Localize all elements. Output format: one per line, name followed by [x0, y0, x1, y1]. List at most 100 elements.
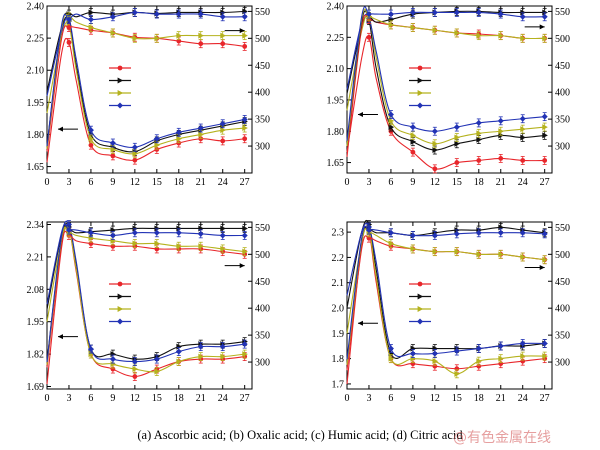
x-tick-label: 27 — [540, 393, 550, 404]
data-point — [366, 34, 372, 40]
data-point — [154, 240, 161, 247]
data-point — [365, 11, 372, 18]
data-point — [242, 248, 248, 255]
y-left-tick-label: 2.21 — [27, 252, 45, 263]
axis-arrow-right — [224, 28, 245, 34]
x-tick-label: 21 — [196, 393, 206, 404]
y-right-tick-label: 400 — [555, 88, 570, 99]
data-point — [110, 361, 117, 368]
data-point — [520, 158, 526, 163]
y-right-tick-label: 450 — [555, 277, 570, 288]
legend — [109, 281, 131, 325]
legend-entry — [109, 102, 131, 109]
legend — [409, 281, 431, 325]
data-point — [131, 358, 138, 365]
y-left-tick-label: 1.95 — [27, 317, 45, 328]
data-point — [132, 374, 138, 379]
data-point — [198, 243, 204, 250]
data-point — [454, 160, 460, 165]
y-left-tick-label: 2.08 — [27, 285, 45, 296]
data-point — [219, 120, 226, 127]
series-redox-1 — [46, 23, 248, 152]
legend-entry — [409, 293, 431, 300]
data-point — [109, 356, 116, 363]
data-point — [476, 251, 482, 258]
data-point — [410, 138, 417, 145]
data-point — [87, 127, 94, 134]
y-right-tick-label: 300 — [255, 358, 270, 369]
y-left-tick-label: 1.80 — [327, 127, 345, 138]
x-tick-label: 21 — [496, 393, 506, 404]
y-left-tick-label: 2.3 — [332, 228, 345, 239]
x-tick-label: 18 — [474, 177, 484, 188]
data-point — [176, 135, 182, 142]
data-point — [519, 13, 526, 20]
legend-entry — [409, 90, 431, 96]
x-tick-label: 3 — [366, 393, 371, 404]
data-point — [220, 225, 226, 232]
series-line — [346, 14, 545, 157]
data-point — [454, 134, 461, 141]
y-right-tick-label: 500 — [255, 250, 270, 261]
data-point — [176, 358, 182, 365]
axis-arrow-left — [357, 320, 378, 326]
legend-marker — [117, 65, 123, 71]
data-point — [475, 229, 482, 236]
data-point — [110, 351, 117, 358]
data-point — [410, 149, 416, 155]
plot-frame — [346, 221, 553, 390]
legend-entry — [109, 306, 131, 312]
series-line — [346, 226, 545, 363]
data-point — [242, 44, 248, 49]
data-point — [476, 158, 482, 163]
data-point — [542, 35, 548, 42]
series-line — [46, 25, 245, 152]
data-point — [454, 370, 461, 377]
y-left-tick-label: 2.10 — [27, 66, 45, 77]
data-point — [198, 131, 204, 138]
legend-entry — [409, 102, 431, 109]
data-point — [431, 128, 438, 135]
x-tick-label: 18 — [174, 393, 184, 404]
data-point — [476, 32, 482, 39]
data-point — [387, 345, 394, 352]
series-redox-4 — [46, 223, 248, 363]
plot-frame — [346, 5, 553, 174]
legend-entry — [109, 77, 131, 84]
series-redox-4 — [346, 6, 548, 141]
data-point — [365, 227, 372, 234]
series-ph-1 — [46, 225, 248, 385]
data-point — [220, 41, 226, 47]
data-point — [410, 132, 417, 139]
data-point — [87, 229, 94, 236]
data-point — [520, 134, 526, 141]
legend-marker — [417, 65, 423, 71]
data-point — [198, 353, 204, 360]
data-point — [175, 229, 182, 236]
data-point — [410, 355, 417, 362]
data-point — [432, 27, 439, 34]
y-left-tick-label: 2.25 — [27, 34, 45, 45]
x-tick-label: 6 — [88, 393, 93, 404]
y-left-tick-label: 1.95 — [27, 98, 45, 109]
data-point — [497, 117, 504, 124]
legend-marker — [117, 318, 123, 325]
x-tick-label: 12 — [130, 393, 140, 404]
data-point — [110, 146, 117, 153]
series-line — [346, 6, 545, 141]
legend-marker — [117, 102, 123, 109]
data-point — [198, 41, 204, 47]
data-point — [66, 39, 72, 45]
data-point — [110, 29, 117, 36]
data-point — [542, 124, 548, 131]
y-right-tick-label: 550 — [555, 223, 570, 234]
data-point — [409, 124, 416, 131]
y-right-tick-label: 550 — [255, 7, 270, 18]
series-line — [346, 222, 545, 358]
legend-marker — [117, 293, 124, 300]
x-tick-label: 3 — [66, 393, 71, 404]
data-point — [132, 240, 139, 247]
series-ph-4 — [346, 222, 548, 358]
y-left-tick-label: 1.8 — [332, 354, 345, 365]
legend-entry — [409, 65, 431, 71]
